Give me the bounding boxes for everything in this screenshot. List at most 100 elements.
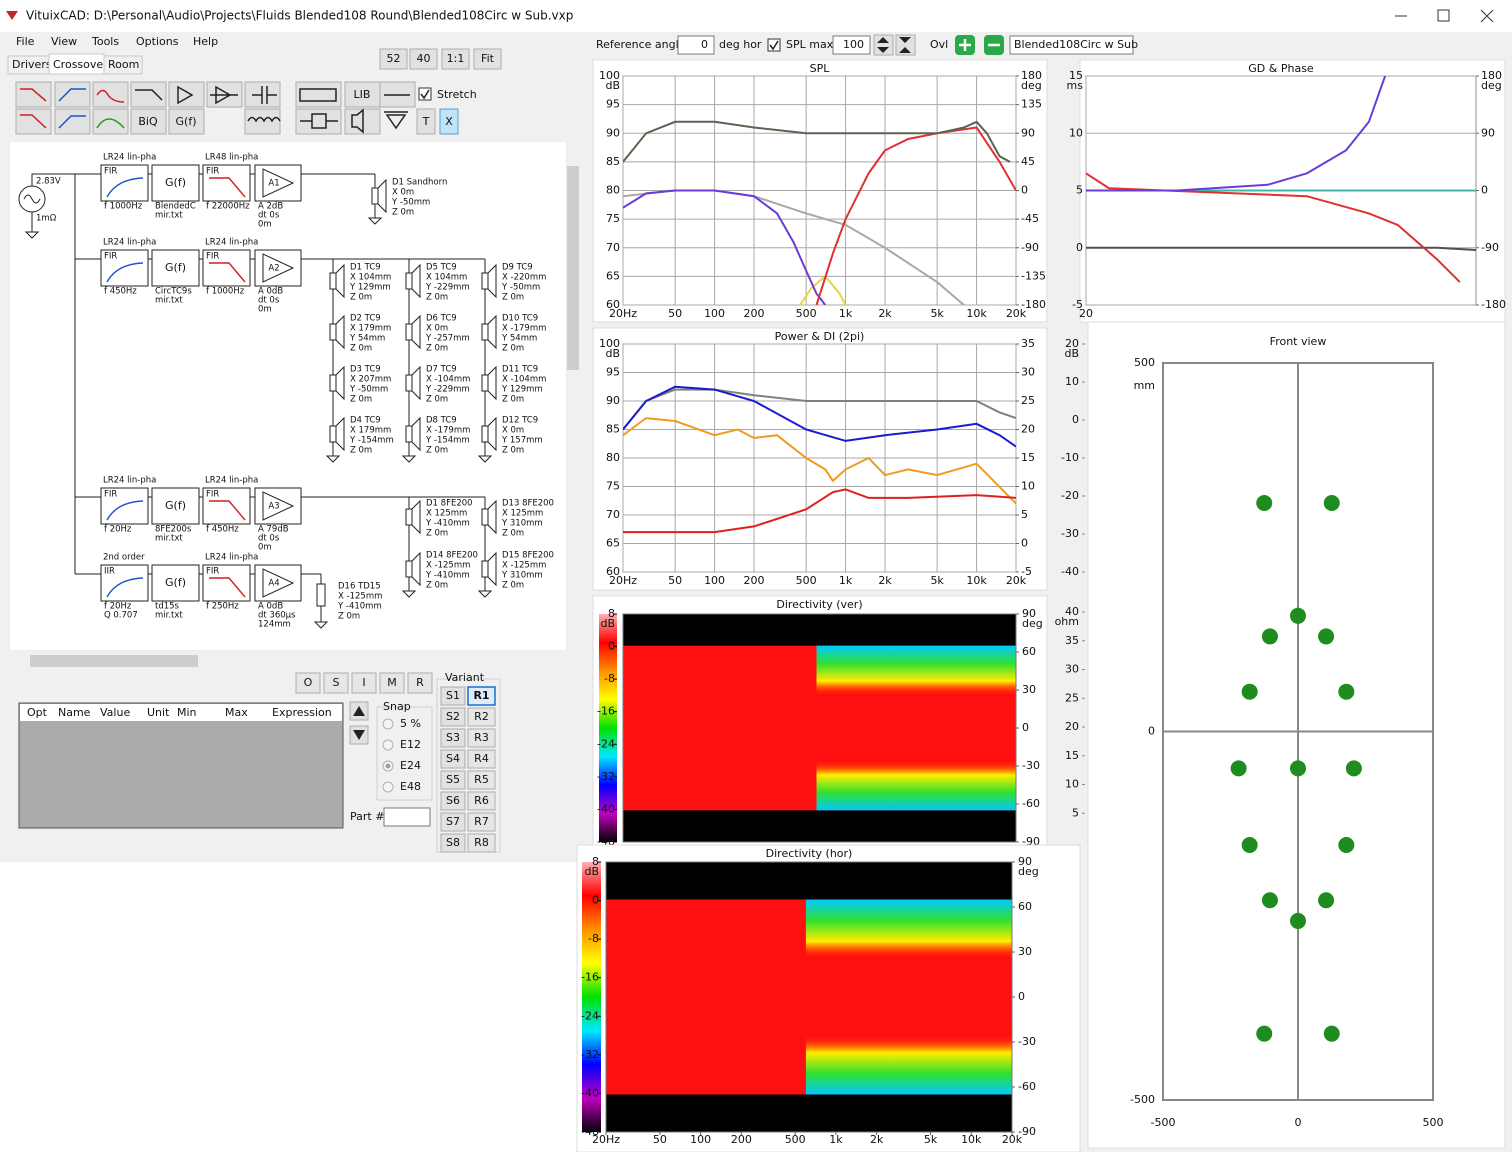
toolbar-button[interactable] bbox=[439, 108, 459, 135]
spl-max-input[interactable] bbox=[832, 35, 871, 55]
stretch-checkbox[interactable] bbox=[418, 87, 432, 101]
variant-r-button[interactable] bbox=[467, 728, 496, 748]
block-param: dt 0s bbox=[258, 534, 280, 544]
variant-s-button[interactable] bbox=[440, 812, 466, 832]
variant-r-button[interactable] bbox=[467, 791, 496, 811]
close-button[interactable] bbox=[1480, 9, 1494, 23]
tab[interactable] bbox=[103, 55, 143, 75]
spl-max-checkbox[interactable] bbox=[767, 38, 781, 52]
toolbar-button[interactable] bbox=[54, 81, 91, 108]
driver-symbol[interactable] bbox=[329, 365, 345, 401]
toolbar-button[interactable] bbox=[54, 108, 91, 135]
variant-r-button[interactable] bbox=[467, 686, 496, 706]
driver-symbol[interactable] bbox=[405, 365, 421, 401]
variant-s-button[interactable] bbox=[440, 728, 466, 748]
driver-symbol[interactable] bbox=[329, 314, 345, 350]
crossover-block[interactable] bbox=[151, 164, 200, 202]
variant-r-button[interactable] bbox=[467, 707, 496, 727]
snap-radio[interactable] bbox=[382, 781, 394, 793]
zoom-button[interactable] bbox=[473, 48, 502, 70]
maximize-button[interactable] bbox=[1437, 9, 1450, 22]
snap-radio[interactable] bbox=[382, 718, 394, 730]
optimizer-button[interactable] bbox=[295, 672, 321, 694]
h-scroll-thumb[interactable] bbox=[30, 655, 198, 667]
project-box[interactable] bbox=[1009, 35, 1134, 55]
variant-s-label: S8 bbox=[446, 836, 460, 849]
variant-r-button[interactable] bbox=[467, 833, 496, 853]
menu-item: File bbox=[16, 35, 35, 48]
driver-symbol[interactable] bbox=[405, 551, 421, 587]
driver-symbol[interactable] bbox=[405, 416, 421, 452]
driver-coord: Z 0m bbox=[426, 581, 448, 591]
toolbar-button[interactable] bbox=[168, 108, 205, 135]
variant-s-button[interactable] bbox=[440, 833, 466, 853]
variant-r-button[interactable] bbox=[467, 770, 496, 790]
variant-s-button[interactable] bbox=[440, 770, 466, 790]
toolbar-button[interactable] bbox=[130, 108, 167, 135]
crossover-block[interactable] bbox=[202, 164, 251, 202]
toolbar-button[interactable] bbox=[168, 81, 205, 108]
driver-symbol[interactable] bbox=[481, 314, 497, 350]
block-kind: FIR bbox=[206, 167, 219, 177]
spin-button[interactable] bbox=[895, 34, 916, 56]
spin-button[interactable] bbox=[873, 34, 894, 56]
toolbar-button[interactable] bbox=[92, 81, 129, 108]
zoom-button[interactable] bbox=[441, 48, 470, 70]
variant-r-button[interactable] bbox=[467, 749, 496, 769]
driver-symbol[interactable] bbox=[405, 499, 421, 535]
toolbar-button[interactable] bbox=[244, 108, 281, 135]
x-tick-label: 50 bbox=[668, 307, 682, 320]
crossover-block[interactable] bbox=[151, 487, 200, 525]
variant-s-button[interactable] bbox=[440, 749, 466, 769]
crossover-block[interactable] bbox=[151, 564, 200, 602]
zoom-button[interactable] bbox=[379, 48, 408, 70]
driver-symbol[interactable] bbox=[405, 263, 421, 299]
colorbar-tick-label: -8 bbox=[588, 932, 599, 945]
variant-s-button[interactable] bbox=[440, 707, 466, 727]
driver-symbol[interactable] bbox=[371, 178, 387, 214]
crossover-block[interactable] bbox=[202, 564, 251, 602]
block-param: Q 0.707 bbox=[104, 611, 138, 621]
variant-r-button[interactable] bbox=[467, 812, 496, 832]
toolbar-button[interactable] bbox=[130, 81, 167, 108]
toolbar-button[interactable] bbox=[416, 108, 436, 135]
variant-s-button[interactable] bbox=[440, 791, 466, 811]
x-tick-label: 500 bbox=[785, 1133, 806, 1146]
driver-symbol[interactable] bbox=[481, 365, 497, 401]
driver-symbol[interactable] bbox=[481, 416, 497, 452]
toolbar-button[interactable] bbox=[295, 81, 342, 108]
variant-s-label: S6 bbox=[446, 794, 460, 807]
zoom-button[interactable] bbox=[409, 48, 438, 70]
crossover-block[interactable] bbox=[151, 249, 200, 287]
driver-coord: Y 310mm bbox=[501, 519, 543, 529]
driver-symbol[interactable] bbox=[481, 551, 497, 587]
crossover-block[interactable] bbox=[202, 487, 251, 525]
part-input[interactable] bbox=[383, 807, 431, 827]
driver-symbol[interactable] bbox=[329, 416, 345, 452]
driver-symbol[interactable] bbox=[481, 499, 497, 535]
optimizer-button[interactable] bbox=[407, 672, 433, 694]
crossover-block[interactable] bbox=[202, 249, 251, 287]
driver-coord: Z 0m bbox=[426, 529, 448, 539]
driver-symbol[interactable] bbox=[329, 263, 345, 299]
filter-curve bbox=[106, 500, 144, 521]
optimizer-button[interactable] bbox=[379, 672, 405, 694]
amplifier bbox=[262, 168, 295, 198]
optimizer-button[interactable] bbox=[351, 672, 377, 694]
driver-symbol[interactable] bbox=[405, 314, 421, 350]
toolbar-button[interactable] bbox=[15, 81, 52, 108]
driver-symbol[interactable] bbox=[481, 263, 497, 299]
y2-tick-label: 20 bbox=[1021, 423, 1035, 436]
optimizer-button[interactable] bbox=[323, 672, 349, 694]
reference-angle-input[interactable] bbox=[677, 35, 715, 55]
v-scroll-thumb[interactable] bbox=[567, 166, 579, 370]
driver-point bbox=[1256, 495, 1273, 512]
toolbar-button[interactable] bbox=[92, 108, 129, 135]
driver-point bbox=[1230, 760, 1247, 777]
toolbar-button[interactable] bbox=[344, 81, 381, 108]
driver-symbol[interactable] bbox=[316, 583, 326, 607]
toolbar-button[interactable] bbox=[15, 108, 52, 135]
y-tick-label: 10 bbox=[1069, 126, 1083, 139]
variant-s-button[interactable] bbox=[440, 686, 466, 706]
snap-radio[interactable] bbox=[382, 739, 394, 751]
